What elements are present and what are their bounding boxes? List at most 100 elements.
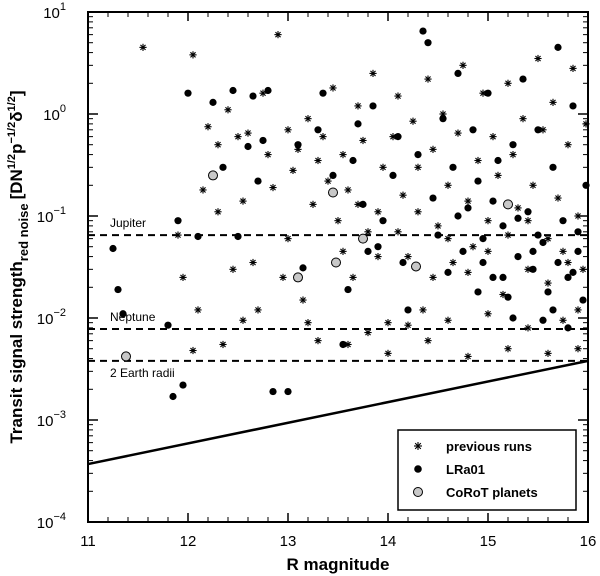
asterisk-stroke: [195, 306, 201, 313]
lra01-point: [209, 98, 217, 106]
asterisk-stroke: [140, 44, 146, 51]
lra01-point: [444, 268, 452, 276]
previous-runs-point: [509, 150, 517, 159]
asterisk-stroke: [455, 130, 461, 137]
previous-runs-point: [569, 64, 577, 72]
asterisk-stroke: [315, 337, 321, 344]
previous-runs-point: [284, 235, 292, 243]
previous-runs-point: [234, 133, 242, 141]
previous-runs-point: [504, 79, 512, 87]
lra01-point: [504, 293, 512, 301]
asterisk-stroke: [435, 222, 441, 229]
lra01-point: [544, 288, 552, 296]
lra01-point: [524, 208, 532, 216]
lra01-point: [494, 156, 502, 165]
x-tick-label: 13: [280, 533, 297, 550]
previous-runs-point: [469, 243, 477, 251]
asterisk-stroke: [465, 353, 471, 360]
asterisk-stroke: [520, 115, 526, 122]
previous-runs-point: [544, 235, 552, 243]
previous-runs-point: [554, 194, 562, 202]
previous-runs-point: [484, 247, 492, 255]
previous-runs-point: [269, 183, 277, 192]
asterisk-stroke: [200, 187, 206, 193]
previous-runs-point: [384, 319, 392, 327]
lra01-point: [269, 387, 277, 396]
previous-runs-point: [359, 136, 367, 145]
asterisk-stroke: [180, 274, 186, 281]
asterisk-stroke: [240, 317, 246, 324]
lra01-point: [194, 232, 202, 241]
previous-runs-point: [394, 228, 402, 236]
lra01-point: [509, 141, 517, 149]
lra01-point: [399, 258, 407, 267]
lra01-point: [569, 102, 577, 110]
previous-runs-point: [514, 204, 522, 212]
lra01-point: [344, 285, 352, 294]
asterisk-stroke: [505, 345, 511, 352]
previous-runs-point: [374, 208, 382, 216]
previous-runs-point: [414, 208, 422, 216]
asterisk-stroke: [365, 228, 371, 235]
previous-runs-point: [444, 316, 452, 324]
lra01-point: [464, 204, 472, 212]
asterisk-stroke: [535, 55, 541, 62]
previous-runs-point: [334, 217, 342, 225]
asterisk-stroke: [525, 324, 531, 331]
axes: 11 12 13 14 15 16 10−4 10−3 10−2 10−1 100 101: [37, 1, 597, 550]
previous-runs-point: [449, 258, 457, 267]
lra01-point: [394, 133, 402, 141]
asterisk-stroke: [265, 151, 271, 158]
previous-runs-point: [494, 171, 502, 180]
lra01-point: [184, 89, 192, 97]
lra01-point: [474, 177, 482, 185]
lra01-point: [459, 247, 467, 255]
corot-planet-point: [411, 261, 421, 272]
asterisk-stroke: [215, 208, 221, 215]
lra01-point: [114, 285, 122, 294]
asterisk-stroke: [305, 115, 311, 122]
previous-runs-point: [394, 92, 402, 100]
previous-runs-point: [189, 51, 197, 59]
asterisk-stroke: [355, 102, 361, 109]
previous-runs-point: [464, 268, 472, 276]
previous-runs-point: [544, 279, 552, 287]
lra01-point: [414, 150, 422, 159]
asterisk-stroke: [290, 167, 296, 174]
y-axis-title: Transit signal strengthred noise[DN1/2p−…: [6, 90, 31, 443]
lra01-point: [219, 163, 227, 171]
lra01-point: [574, 228, 582, 236]
y-tick-label: 10−2: [37, 307, 66, 328]
asterisk-stroke: [190, 51, 196, 58]
corot-planet-point: [358, 233, 368, 244]
previous-runs-point: [369, 69, 377, 78]
lra01-point: [354, 120, 362, 128]
asterisk-stroke: [250, 259, 256, 266]
previous-runs-point: [349, 273, 357, 282]
asterisk-stroke: [414, 442, 422, 450]
asterisk-stroke: [465, 198, 471, 205]
previous-runs-point: [489, 133, 497, 141]
asterisk-stroke: [225, 106, 231, 113]
asterisk-stroke: [560, 317, 566, 324]
asterisk-stroke: [470, 243, 476, 250]
corot-planet-point: [293, 272, 303, 283]
previous-runs-point: [414, 163, 422, 171]
previous-runs-point: [384, 349, 392, 357]
asterisk-stroke: [385, 319, 391, 326]
previous-runs-point: [429, 273, 437, 282]
lra01-point: [529, 265, 537, 273]
lra01-point: [259, 136, 267, 145]
asterisk-stroke: [360, 137, 366, 144]
lra01-point: [564, 324, 572, 332]
previous-runs-point: [339, 150, 347, 159]
previous-runs-point: [444, 181, 452, 189]
asterisk-stroke: [495, 172, 501, 179]
previous-runs-point: [574, 306, 582, 314]
lra01-point: [429, 194, 437, 202]
previous-runs-point: [484, 217, 492, 225]
asterisk-stroke: [345, 187, 351, 193]
previous-runs-point: [254, 306, 262, 314]
